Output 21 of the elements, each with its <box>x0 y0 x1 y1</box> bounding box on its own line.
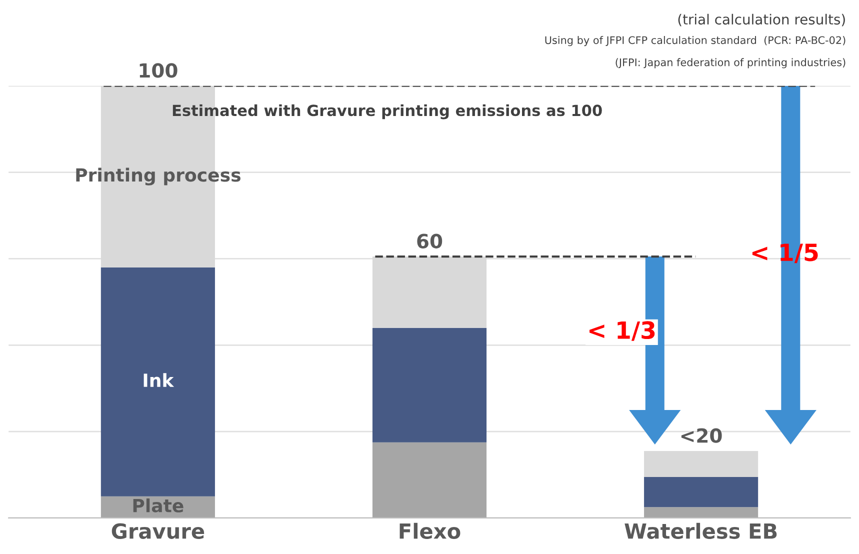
bar <box>372 442 487 518</box>
bar <box>644 507 758 518</box>
series-label: Printing process <box>76 168 240 186</box>
total-label: 60 <box>417 234 442 248</box>
series-label: Ink <box>144 373 174 387</box>
text: Using by of JFPI CFP calculation standard (PCR: PA-BC-02) <box>545 36 846 46</box>
series-label: Plate <box>133 498 184 512</box>
annotation: < 1/3 <box>590 321 655 341</box>
total-label: 100 <box>140 63 178 78</box>
bar <box>644 476 758 508</box>
bar <box>100 267 215 496</box>
x-tick-label: Flexo <box>400 522 460 539</box>
x-tick-label: Gravure <box>112 523 204 539</box>
annotation: < 1/5 <box>752 244 818 264</box>
x-tick-label: Waterless EB <box>624 522 777 539</box>
annotation: Estimated with Gravure printing emissions as 100 <box>172 104 602 120</box>
text: (JFPI: Japan federation of printing industries) <box>616 58 846 68</box>
bar <box>644 451 758 477</box>
text: (trial calculation results) <box>678 14 845 26</box>
bar <box>372 328 487 442</box>
total-label: <20 <box>681 428 722 443</box>
